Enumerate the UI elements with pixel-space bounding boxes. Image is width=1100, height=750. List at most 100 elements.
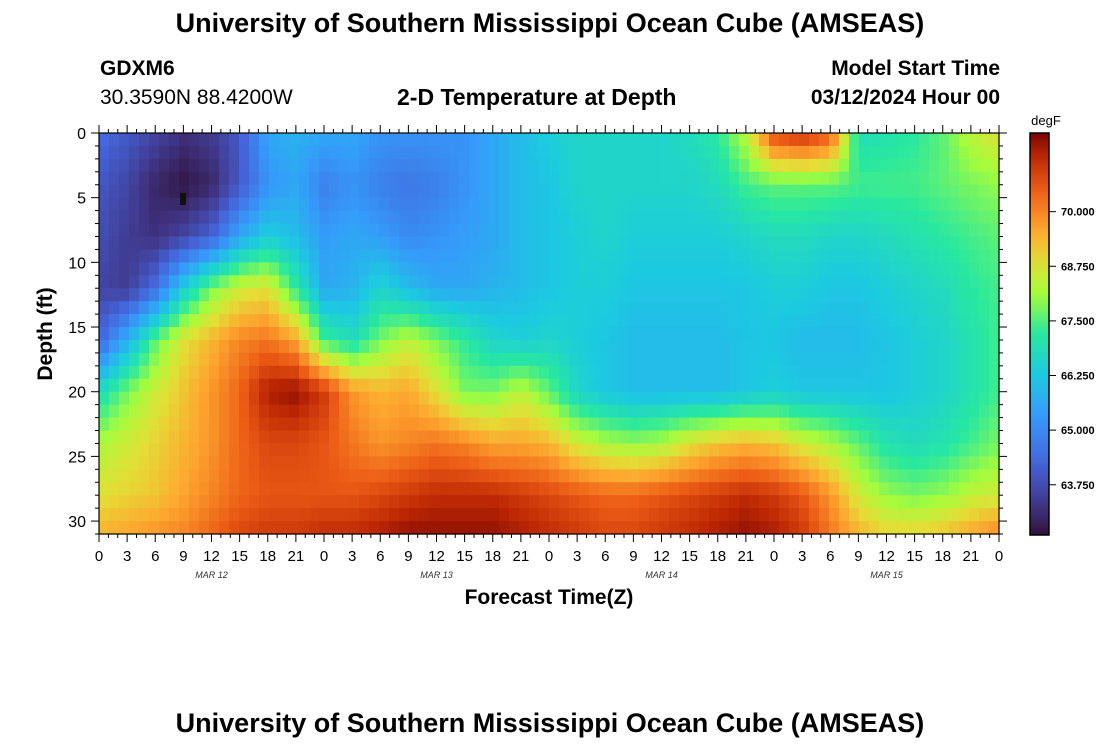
heatmap-cell <box>269 327 280 341</box>
heatmap-cell <box>239 314 250 328</box>
heatmap-cell <box>759 495 770 509</box>
heatmap-cell <box>699 378 710 393</box>
heatmap-cell <box>939 171 950 186</box>
heatmap-cell <box>929 443 940 457</box>
heatmap-cell <box>329 133 340 147</box>
heatmap-cell <box>99 301 110 315</box>
heatmap-cell <box>879 339 890 354</box>
heatmap-cell <box>139 482 150 496</box>
heatmap-cell <box>229 378 240 393</box>
heatmap-cell <box>699 275 710 289</box>
heatmap-cell <box>749 145 760 160</box>
heatmap-cell <box>629 184 640 199</box>
heatmap-cell <box>339 236 350 251</box>
heatmap-cell <box>159 314 170 328</box>
heatmap-cell <box>659 288 670 302</box>
heatmap-cell <box>329 495 340 509</box>
x-tick-label: 3 <box>573 548 581 565</box>
heatmap-cell <box>759 417 770 432</box>
heatmap-cell <box>239 352 250 367</box>
heatmap-cell <box>569 378 580 393</box>
heatmap-cell <box>249 495 260 509</box>
heatmap-cell <box>409 378 420 393</box>
heatmap-cell <box>329 365 340 380</box>
heatmap-cell <box>609 275 620 289</box>
heatmap-cell <box>559 495 570 509</box>
heatmap-cell <box>649 482 660 496</box>
heatmap-cell <box>459 184 470 199</box>
heatmap-cell <box>819 249 830 263</box>
heatmap-cell <box>449 352 460 367</box>
heatmap-cell <box>129 404 140 419</box>
heatmap-cell <box>919 184 930 199</box>
heatmap-cell <box>209 210 220 225</box>
heatmap-cell <box>879 171 890 186</box>
heatmap-cell <box>179 171 190 186</box>
heatmap-cell <box>899 158 910 173</box>
heatmap-cell <box>179 301 190 315</box>
heatmap-cell <box>919 236 930 251</box>
heatmap-cell <box>619 236 630 251</box>
heatmap-cell <box>499 327 510 341</box>
heatmap-cell <box>409 430 420 445</box>
model-start-date: 03/12/2024 Hour 00 <box>810 86 1000 109</box>
heatmap-cell <box>739 391 750 406</box>
heatmap-cell <box>159 301 170 315</box>
heatmap-cell <box>299 521 310 535</box>
heatmap-cell <box>959 495 970 509</box>
heatmap-cell <box>859 210 870 225</box>
heatmap-cell <box>779 443 790 457</box>
heatmap-cell <box>979 391 990 406</box>
heatmap-cell <box>449 456 460 470</box>
heatmap-cell <box>229 430 240 445</box>
heatmap-cell <box>849 275 860 289</box>
heatmap-cell <box>839 378 850 393</box>
heatmap-cell <box>209 158 220 173</box>
heatmap-cell <box>149 495 160 509</box>
heatmap-cell <box>279 417 290 432</box>
heatmap-cell <box>479 391 490 406</box>
heatmap-cell <box>249 158 260 173</box>
heatmap-cell <box>959 352 970 367</box>
heatmap-cell <box>639 301 650 315</box>
heatmap-cell <box>389 223 400 238</box>
heatmap-cell <box>349 430 360 445</box>
heatmap-cell <box>879 430 890 445</box>
heatmap-cell <box>799 508 810 522</box>
heatmap-cell <box>199 378 210 393</box>
heatmap-cell <box>669 508 680 522</box>
heatmap-cell <box>619 133 630 147</box>
heatmap-cell <box>359 430 370 445</box>
heatmap-cell <box>109 236 120 251</box>
heatmap-cell <box>289 521 300 535</box>
heatmap-cell <box>279 184 290 199</box>
heatmap-cell <box>279 275 290 289</box>
heatmap-cell <box>849 469 860 483</box>
heatmap-cell <box>149 301 160 315</box>
heatmap-cell <box>149 404 160 419</box>
heatmap-cell <box>789 288 800 302</box>
heatmap-cell <box>979 430 990 445</box>
heatmap-cell <box>519 404 530 419</box>
heatmap-cell <box>569 352 580 367</box>
heatmap-cell <box>299 171 310 186</box>
heatmap-cell <box>829 430 840 445</box>
heatmap-cell <box>489 133 500 147</box>
heatmap-cell <box>759 171 770 186</box>
heatmap-cell <box>639 469 650 483</box>
heatmap-cell <box>509 133 520 147</box>
heatmap-cell <box>149 430 160 445</box>
heatmap-cell <box>739 443 750 457</box>
heatmap-cell <box>709 469 720 483</box>
heatmap-cell <box>969 145 980 160</box>
heatmap-cell <box>419 184 430 199</box>
heatmap-cell <box>629 365 640 380</box>
heatmap-cell <box>559 469 570 483</box>
heatmap-cell <box>919 521 930 535</box>
heatmap-cell <box>209 223 220 238</box>
heatmap-cell <box>289 378 300 393</box>
heatmap-cell <box>639 275 650 289</box>
heatmap-cell <box>289 404 300 419</box>
heatmap-cell <box>959 145 970 160</box>
heatmap-cell <box>579 430 590 445</box>
